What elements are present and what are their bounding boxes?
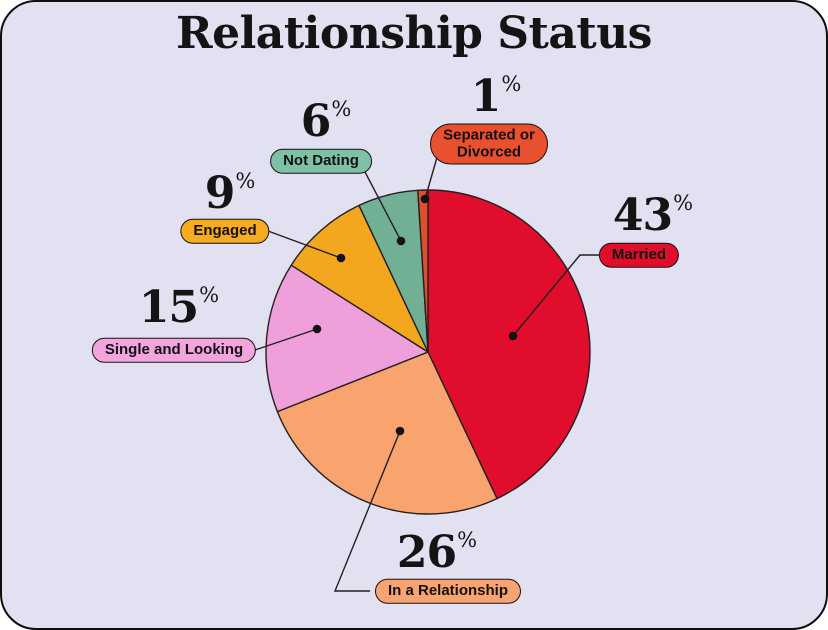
leader-line-in-a-relationship xyxy=(333,430,401,592)
leader-line-separated-or-divorced xyxy=(424,153,439,200)
percent-value: 9 xyxy=(204,168,236,219)
percent-value: 6 xyxy=(300,96,332,147)
percent-label-separated-or-divorced: 1% xyxy=(470,71,522,122)
percent-label-married: 43% xyxy=(612,190,694,241)
pie-slices xyxy=(265,189,591,515)
percent-sign: % xyxy=(199,283,220,307)
category-pill-single-and-looking: Single and Looking xyxy=(91,337,257,363)
leader-line-single-and-looking xyxy=(254,328,318,351)
slice-dot-single-and-looking xyxy=(312,324,322,334)
percent-sign: % xyxy=(501,72,522,96)
percent-sign: % xyxy=(457,528,478,552)
percent-value: 26 xyxy=(396,527,457,578)
slice-dot-in-a-relationship xyxy=(395,426,405,436)
leader-line-married xyxy=(512,254,602,337)
category-pill-married: Married xyxy=(598,242,680,268)
percent-sign: % xyxy=(235,169,256,193)
slice-dot-not-dating xyxy=(396,236,406,246)
percent-label-in-a-relationship: 26% xyxy=(396,527,478,578)
slice-dot-married xyxy=(508,331,518,341)
percent-label-engaged: 9% xyxy=(204,168,256,219)
percent-value: 1 xyxy=(470,71,502,122)
leader-lines xyxy=(254,153,602,592)
leader-line-engaged xyxy=(267,230,342,259)
percent-sign: % xyxy=(331,97,352,121)
pie-slice-married xyxy=(427,189,591,500)
category-pill-separated-or-divorced: Separated or Divorced xyxy=(430,123,548,165)
percent-label-single-and-looking: 15% xyxy=(138,282,220,333)
pie-slice-single-and-looking xyxy=(265,264,429,413)
category-pill-engaged: Engaged xyxy=(180,218,270,244)
pie-slice-engaged xyxy=(290,204,429,353)
leader-line-not-dating xyxy=(363,169,402,242)
percent-value: 43 xyxy=(612,190,673,241)
percent-sign: % xyxy=(673,191,694,215)
slice-dots xyxy=(312,194,518,436)
chart-title: Relationship Status xyxy=(176,8,652,59)
percent-label-not-dating: 6% xyxy=(300,96,352,147)
slice-dot-separated-or-divorced xyxy=(420,194,430,204)
pie-slice-in-a-relationship xyxy=(276,351,498,515)
category-pill-in-a-relationship: In a Relationship xyxy=(374,578,522,604)
slice-dot-engaged xyxy=(336,253,346,263)
category-pill-not-dating: Not Dating xyxy=(270,148,372,174)
percent-value: 15 xyxy=(138,282,199,333)
